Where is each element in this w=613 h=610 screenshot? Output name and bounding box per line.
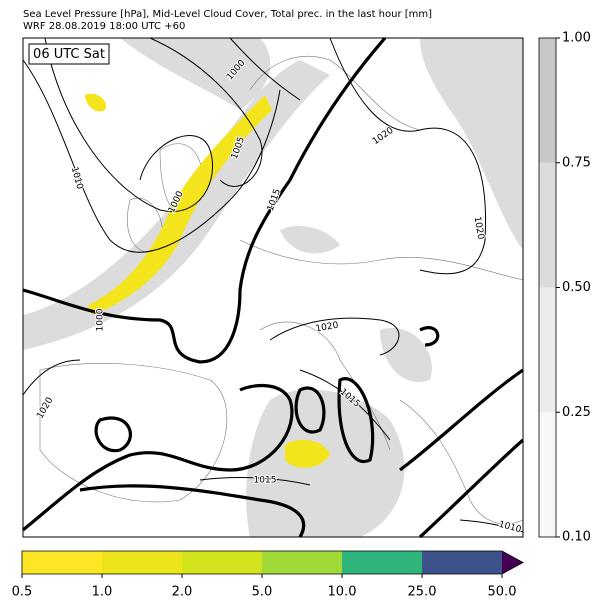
title: Sea Level Pressure [hPa], Mid-Level Clou…	[23, 9, 432, 20]
colorbar-segment	[422, 551, 502, 574]
colorbar-tick-label: 5.0	[252, 585, 273, 600]
colorbar-segment	[22, 551, 102, 574]
colorbar-tick-label: 0.25	[562, 405, 591, 420]
precip-colorbar: 0.5 1.0 2.0 5.0 10.0 25.0 50.0	[12, 550, 524, 600]
colorbar-segment	[539, 412, 556, 537]
colorbar-tick-label: 1.00	[562, 31, 591, 46]
colorbar-segment	[342, 551, 422, 574]
cloud-colorbar: 0.10 0.25 0.50 0.75 1.00	[538, 31, 591, 545]
colorbar-tick-label: 2.0	[172, 585, 193, 600]
colorbar-segment	[182, 551, 262, 574]
colorbar-tick-label: 50.0	[488, 585, 517, 600]
colorbar-tick-label: 0.10	[562, 530, 591, 545]
isobars	[22, 37, 524, 533]
colorbar-tick-label: 0.50	[562, 280, 591, 295]
badge-box	[28, 43, 110, 65]
colorbar-tick-label: 0.5	[12, 585, 33, 600]
precipitation	[85, 93, 330, 468]
subtitle: WRF 28.08.2019 18:00 UTC +60	[23, 21, 185, 32]
colorbar-segment	[539, 38, 556, 163]
contour-label: 1015	[254, 476, 277, 486]
contour-label: 1000	[96, 308, 106, 331]
colorbar-tick-label: 25.0	[408, 585, 437, 600]
colorbar-tick-label: 10.0	[328, 585, 357, 600]
badge: 06 UTC Sat	[33, 47, 105, 62]
map: 1000100510001010100010151020102010201020…	[21, 36, 525, 539]
colorbar-segment	[102, 551, 182, 574]
map-frame	[22, 37, 524, 538]
colorbar-extend	[502, 551, 523, 574]
colorbar-tick-label: 0.75	[562, 155, 591, 170]
colorbar-segment	[262, 551, 342, 574]
colorbar-tick-label: 1.0	[92, 585, 113, 600]
colorbar-segment	[539, 287, 556, 413]
isobar-1015	[21, 36, 525, 539]
colorbar-segment	[539, 162, 556, 288]
